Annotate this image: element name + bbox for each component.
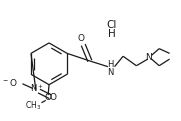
Text: O: O (78, 34, 85, 43)
Text: $^-$O: $^-$O (1, 77, 18, 88)
Text: Cl: Cl (106, 20, 117, 30)
Text: CH$_3$: CH$_3$ (25, 99, 41, 112)
Text: H
N: H N (108, 60, 114, 77)
Text: H: H (108, 29, 116, 39)
Text: O: O (49, 93, 56, 102)
Text: N$^+$: N$^+$ (30, 83, 44, 94)
Text: O: O (45, 94, 52, 102)
Text: N: N (145, 53, 152, 62)
